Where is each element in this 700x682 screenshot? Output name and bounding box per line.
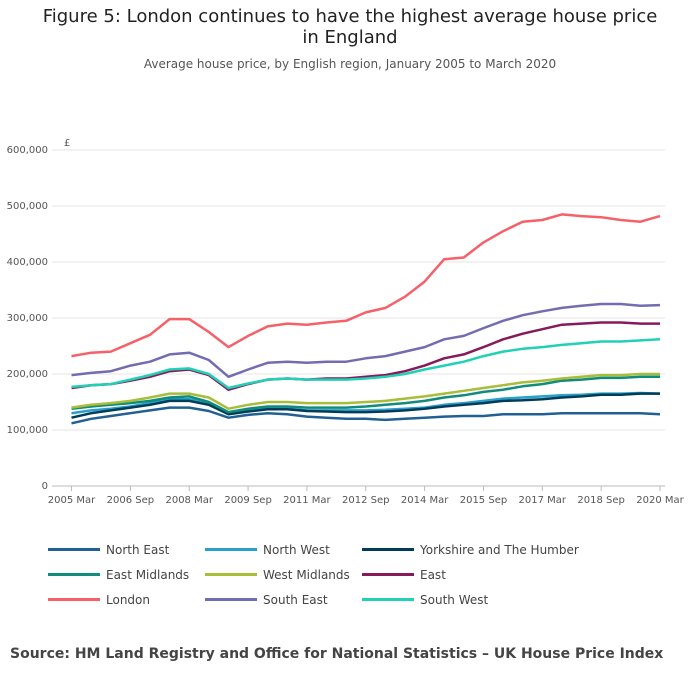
legend-label: South East [263, 592, 328, 607]
x-tick-label: 2006 Sep [107, 495, 154, 506]
chart: £ 0 100,000 200,000 300,000 400,000 500,000 60… [7, 138, 685, 506]
legend-item: West Midlands [205, 565, 362, 584]
y-unit-label: £ [64, 138, 70, 149]
legend-swatch [362, 598, 414, 601]
legend-label: East Midlands [106, 567, 190, 582]
x-tick-label: 2014 Mar [401, 495, 449, 506]
y-tick-label: 400,000 [7, 257, 48, 268]
y-tick-label: 200,000 [7, 369, 48, 380]
series-line [71, 406, 661, 425]
y-tick-label: 500,000 [7, 201, 48, 212]
series-line [71, 338, 661, 390]
y-tick-label: 600,000 [7, 145, 48, 156]
series-line [71, 372, 660, 410]
y-tick-label: 0 [42, 481, 48, 492]
x-tick-label: 2011 Mar [283, 495, 331, 506]
legend-swatch [205, 573, 257, 576]
x-tick-label: 2005 Mar [48, 495, 96, 506]
legend-swatch [205, 598, 257, 601]
legend-item: Yorkshire and The Humber [362, 540, 579, 559]
legend-swatch [205, 548, 257, 551]
series-line [71, 391, 661, 415]
x-tick-label: 2015 Sep [460, 495, 507, 506]
series-line [71, 392, 660, 419]
legend-item: East [362, 565, 519, 584]
x-tick-label: 2020 Mar [636, 495, 684, 506]
x-tick-label: 2008 Mar [165, 495, 213, 506]
legend-swatch [48, 548, 100, 551]
chart-title: Figure 5: London continues to have the h… [42, 6, 658, 48]
legend-swatch [362, 573, 414, 576]
legend-swatch [362, 548, 414, 551]
legend-label: Yorkshire and The Humber [420, 542, 579, 557]
legend-label: North East [106, 542, 170, 557]
y-tick-label: 300,000 [7, 313, 48, 324]
series-line [71, 321, 660, 391]
legend-label: East [420, 567, 446, 582]
y-tick-label: 100,000 [7, 425, 48, 436]
x-tick-label: 2012 Sep [342, 495, 389, 506]
legend-item: South West [362, 590, 519, 609]
legend-swatch [48, 573, 100, 576]
x-tick-label: 2017 Mar [519, 495, 567, 506]
legend-item: South East [205, 590, 362, 609]
legend-swatch [48, 598, 100, 601]
series-line [71, 375, 660, 414]
legend-label: South West [420, 592, 489, 607]
legend-item: North West [205, 540, 362, 559]
x-tick-label: 2009 Sep [224, 495, 271, 506]
legend-item: London [48, 590, 205, 609]
legend-label: North West [263, 542, 330, 557]
source: Source: HM Land Registry and Office for … [10, 646, 664, 662]
series-line [71, 302, 661, 379]
chart-subtitle: Average house price, by English region, … [143, 57, 557, 71]
legend-item: North East [48, 540, 205, 559]
legend-label: West Midlands [263, 567, 350, 582]
legend: North East North West Yorkshire and The Hu… [48, 540, 658, 609]
legend-item: East Midlands [48, 565, 205, 584]
legend-label: London [106, 592, 150, 607]
x-tick-label: 2018 Sep [577, 495, 624, 506]
series-line [71, 213, 661, 358]
